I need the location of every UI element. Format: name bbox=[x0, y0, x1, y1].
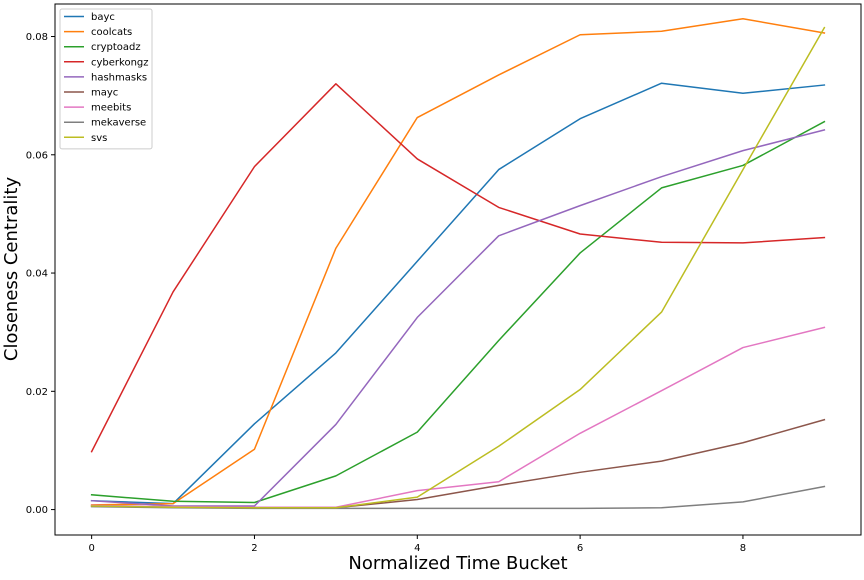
series-line-bayc bbox=[90, 82, 826, 505]
series-line-cyberkongz bbox=[90, 83, 826, 453]
x-axis: 0 2 4 6 8 bbox=[88, 535, 746, 554]
y-axis-label: Closeness Centrality bbox=[1, 177, 22, 362]
series-line-coolcats bbox=[90, 18, 826, 506]
series-layer bbox=[90, 18, 826, 510]
y-tick-label: 0.06 bbox=[26, 150, 48, 161]
legend-box bbox=[59, 8, 153, 150]
y-tick-label: 0.00 bbox=[26, 505, 48, 516]
x-tick-label: 2 bbox=[251, 543, 257, 554]
series-line-cryptoadz bbox=[90, 120, 826, 504]
legend-label-meebits: meebits bbox=[91, 103, 131, 114]
y-tick-label: 0.04 bbox=[26, 269, 48, 280]
legend-label-svs: svs bbox=[91, 133, 107, 144]
y-tick-label: 0.02 bbox=[26, 387, 48, 398]
plot-frame bbox=[54, 3, 862, 536]
legend-label-mayc: mayc bbox=[91, 88, 118, 99]
series-line-hashmasks bbox=[90, 129, 826, 507]
series-line-svs bbox=[90, 26, 826, 509]
x-tick-label: 4 bbox=[414, 543, 420, 554]
y-axis: 0.00 0.02 0.04 0.06 0.08 bbox=[26, 32, 55, 516]
legend-label-bayc: bayc bbox=[91, 12, 115, 23]
legend-label-coolcats: coolcats bbox=[91, 27, 132, 38]
legend-label-hashmasks: hashmasks bbox=[91, 72, 147, 83]
legend-label-cyberkongz: cyberkongz bbox=[91, 57, 149, 68]
x-tick-label: 8 bbox=[740, 543, 746, 554]
x-tick-label: 0 bbox=[88, 543, 94, 554]
y-tick-label: 0.08 bbox=[26, 32, 48, 43]
legend-label-cryptoadz: cryptoadz bbox=[91, 42, 141, 53]
x-axis-label: Normalized Time Bucket bbox=[348, 553, 567, 574]
legend: bayc coolcats cryptoadz cyberkongz hashmasks… bbox=[59, 8, 153, 150]
x-tick-label: 6 bbox=[577, 543, 583, 554]
legend-label-mekaverse: mekaverse bbox=[91, 118, 146, 129]
